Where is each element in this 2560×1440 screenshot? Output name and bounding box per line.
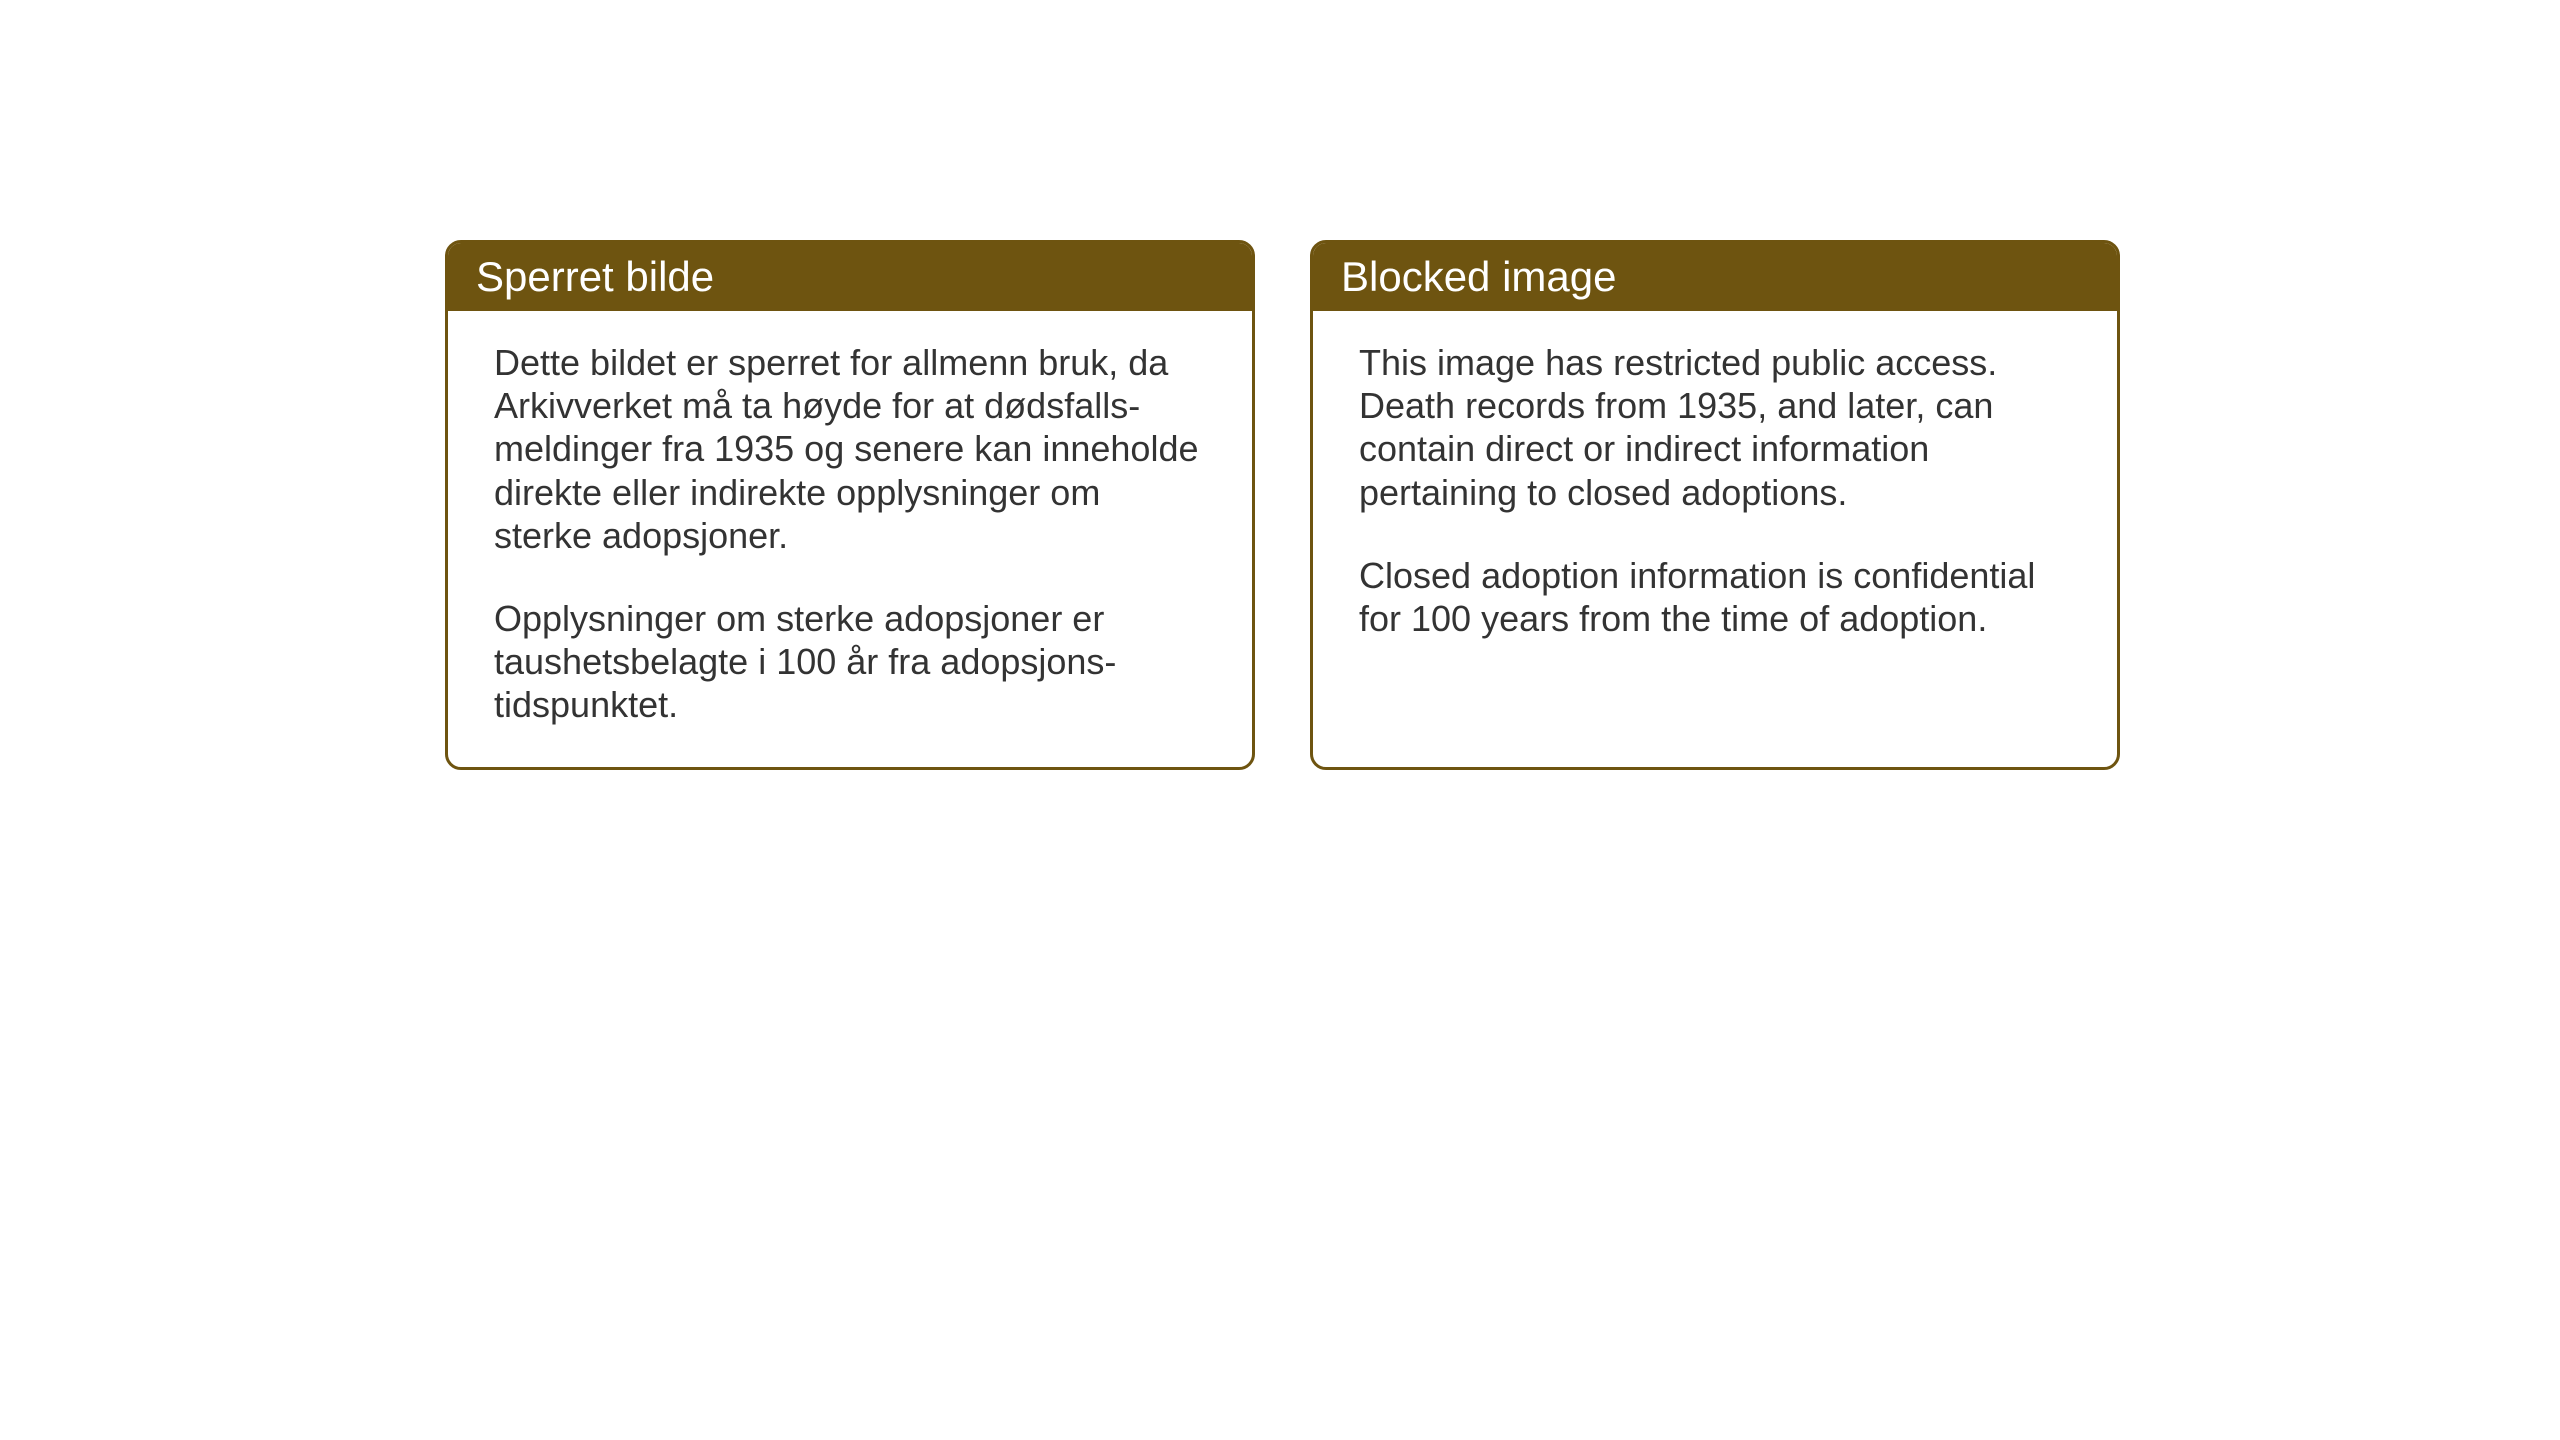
card-header-english: Blocked image [1313,243,2117,311]
notice-container: Sperret bilde Dette bildet er sperret fo… [445,240,2120,770]
card-title-norwegian: Sperret bilde [476,253,714,300]
notice-card-norwegian: Sperret bilde Dette bildet er sperret fo… [445,240,1255,770]
card-body-english: This image has restricted public access.… [1313,311,2117,741]
card-paragraph-2-norwegian: Opplysninger om sterke adopsjoner er tau… [494,597,1206,727]
card-paragraph-1-english: This image has restricted public access.… [1359,341,2071,514]
card-paragraph-1-norwegian: Dette bildet er sperret for allmenn bruk… [494,341,1206,557]
card-paragraph-2-english: Closed adoption information is confident… [1359,554,2071,640]
card-title-english: Blocked image [1341,253,1616,300]
card-header-norwegian: Sperret bilde [448,243,1252,311]
card-body-norwegian: Dette bildet er sperret for allmenn bruk… [448,311,1252,767]
notice-card-english: Blocked image This image has restricted … [1310,240,2120,770]
